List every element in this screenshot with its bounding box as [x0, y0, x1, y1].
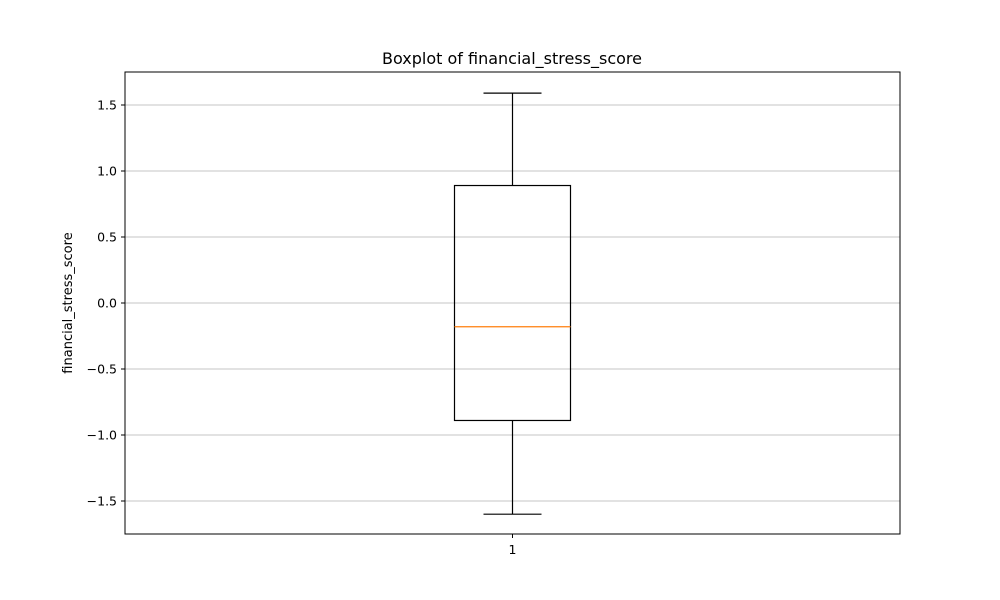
iqr-box	[453, 184, 572, 422]
y-tick-label: 0.0	[97, 296, 117, 311]
y-tick-label: −1.5	[87, 494, 117, 509]
y-tick-label: 0.5	[97, 230, 117, 245]
chart-title: Boxplot of financial_stress_score	[382, 49, 642, 69]
y-tick-label: −0.5	[87, 362, 117, 377]
y-axis-ticks: −1.5 −1.0 −0.5 0.0 0.5 1.0 1.5	[87, 98, 125, 509]
box-group	[453, 92, 572, 515]
y-tick-label: −1.0	[87, 428, 117, 443]
y-axis-label: financial_stress_score	[61, 232, 76, 373]
x-tick-label: 1	[509, 542, 517, 557]
x-axis-ticks: 1	[509, 534, 517, 557]
y-tick-label: 1.0	[97, 164, 117, 179]
y-tick-label: 1.5	[97, 98, 117, 113]
boxes	[453, 92, 572, 515]
